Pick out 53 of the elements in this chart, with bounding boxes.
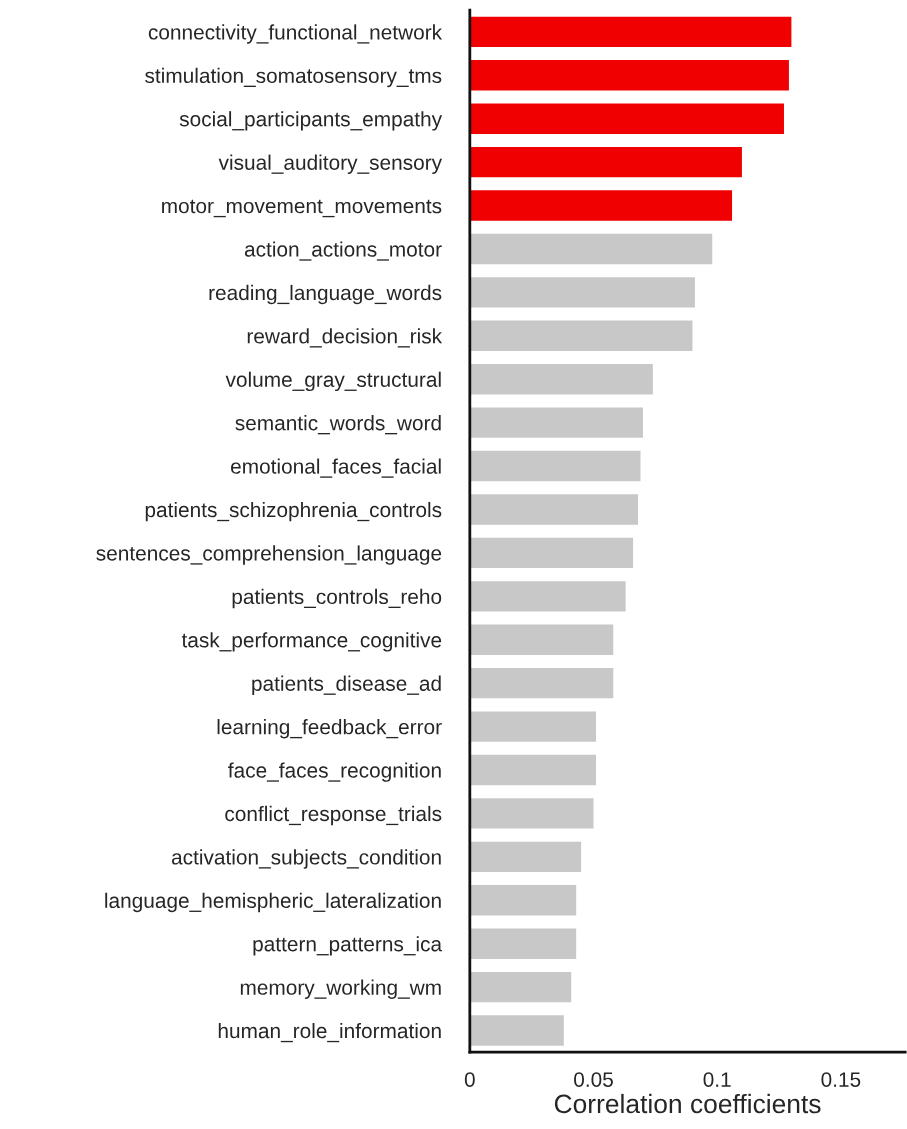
bar [469,667,614,699]
y-tick-label: activation_subjects_condition [171,849,441,869]
bar [469,711,596,742]
bar [469,581,626,612]
y-tick-label: conflict_response_trials [225,805,442,826]
x-tick-label: 0 [464,1072,475,1087]
y-tick-label: semantic_words_word [235,415,441,435]
y-tick-label: memory_working_wm [240,979,441,999]
bar [469,885,577,916]
bar [469,277,695,308]
bar [469,60,789,91]
bar [469,16,792,48]
y-tick-label: task_performance_cognitive [181,632,442,652]
bar [469,841,582,873]
bar [469,450,641,482]
x-axis-title: Correlation coefficients [554,1093,821,1114]
bar [469,624,614,655]
bar [469,494,639,525]
y-tick-label: sentences_comprehension_language [96,545,442,565]
y-tick-label: learning_feedback_error [217,719,442,739]
bar [469,320,693,351]
y-tick-label: connectivity_functional_network [148,24,443,44]
bar [469,754,596,786]
y-tick-label: human_role_information [218,1022,441,1043]
y-tick-label: patients_schizophrenia_controls [145,501,442,522]
bar [469,103,784,134]
bar [469,971,572,1003]
bar [469,407,643,438]
y-tick-label: emotional_faces_facial [231,458,441,478]
bar [469,928,577,959]
y-tick-label: face_faces_recognition [228,762,441,782]
y-tick-label: social_participants_empathy [179,111,443,131]
y-tick-label: reward_decision_risk [247,328,443,348]
y-tick-label: reading_language_words [209,284,442,305]
y-tick-label: stimulation_somatosensory_tms [145,67,442,88]
y-tick-label: patients_disease_ad [252,675,441,696]
bar [469,233,713,265]
x-tick-label: 0.1 [703,1072,731,1087]
bar [469,537,634,569]
bar [469,1015,564,1046]
bar [469,190,733,221]
y-tick-label: volume_gray_structural [225,371,441,392]
bar [469,364,653,395]
x-tick-label: 0.05 [574,1072,613,1087]
y-tick-label: pattern_patterns_ica [253,936,443,956]
bar [469,146,742,178]
y-tick-label: motor_movement_movements [162,199,442,218]
bar [469,798,594,829]
x-tick-label: 0.15 [821,1072,861,1087]
y-tick-label: action_actions_motor [244,241,442,261]
y-tick-label: language_hemispheric_lateralization [105,892,441,913]
y-tick-label: visual_auditory_sensory [218,154,443,174]
y-tick-label: patients_controls_reho [232,588,442,609]
